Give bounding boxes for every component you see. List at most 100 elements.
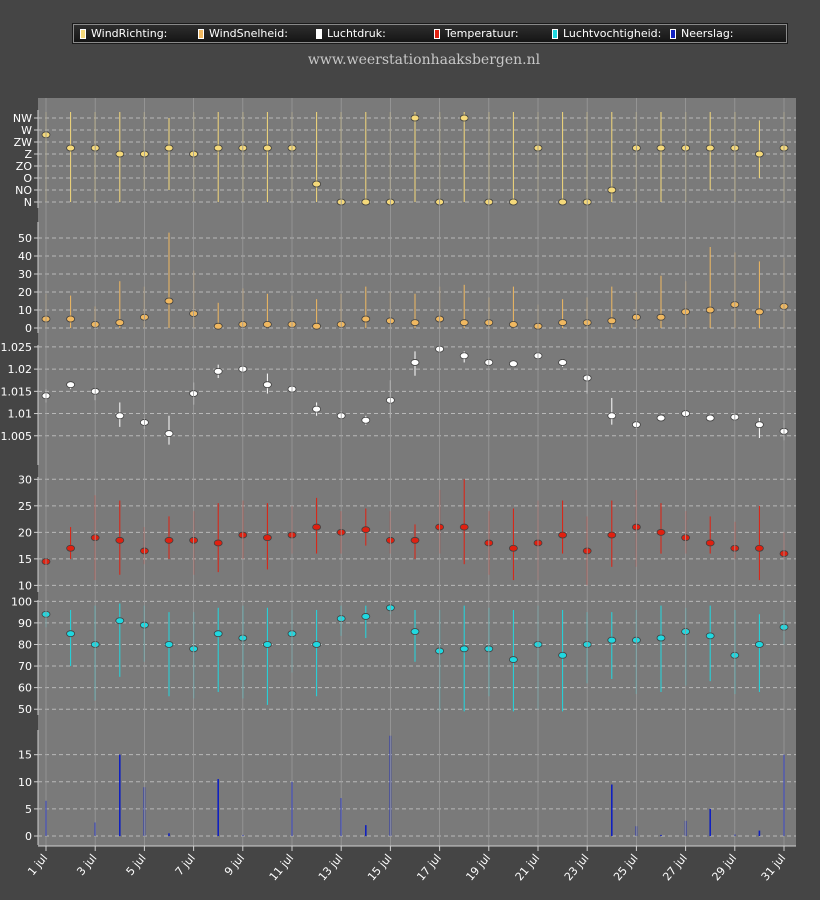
legend-label-wind-direction: WindRichting: — [91, 27, 168, 40]
legend-label-temperature: Temperatuur: — [445, 27, 519, 40]
y-tick-label-humidity: 100 — [11, 595, 32, 608]
y-tick-label-wind_speed: 20 — [18, 286, 32, 299]
y-tick-label-humidity: 90 — [18, 617, 32, 630]
data-point-pressure — [164, 430, 174, 437]
data-point-humidity — [213, 630, 223, 638]
data-point-pressure — [213, 367, 223, 375]
data-point-humidity — [607, 636, 617, 644]
x-tick-label: 15 jul — [365, 852, 395, 884]
data-point-temperature — [262, 534, 272, 542]
y-tick-label-wind_speed: 0 — [25, 322, 32, 335]
data-point-temperature — [558, 531, 567, 539]
data-point-wind_direction — [115, 150, 125, 158]
data-point-temperature — [213, 539, 223, 547]
data-point-pressure — [607, 412, 617, 420]
y-tick-label-pressure: 1.015 — [1, 385, 33, 398]
data-point-temperature — [705, 539, 715, 547]
data-point-temperature — [509, 544, 518, 552]
x-tick-label: 25 jul — [611, 852, 641, 884]
data-point-temperature — [410, 536, 420, 544]
data-point-pressure — [361, 416, 371, 424]
y-tick-label-wind_speed: 50 — [18, 232, 32, 245]
y-tick-label-precipitation: 15 — [18, 749, 32, 762]
plot-area — [38, 98, 796, 846]
data-point-pressure — [509, 360, 518, 368]
x-tick-label: 29 jul — [709, 852, 739, 884]
data-point-temperature — [656, 528, 666, 536]
data-point-wind_speed — [558, 319, 567, 327]
y-tick-label-wind_speed: 10 — [18, 304, 32, 317]
data-point-humidity — [312, 641, 322, 648]
data-point-temperature — [66, 544, 75, 552]
legend-swatch-pressure — [316, 28, 322, 39]
legend-label-pressure: Luchtdruk: — [327, 27, 386, 40]
y-tick-label-temperature: 25 — [18, 500, 32, 513]
data-point-humidity — [262, 641, 272, 648]
data-point-wind_direction — [410, 114, 420, 122]
y-tick-label-precipitation: 5 — [25, 803, 32, 816]
data-point-humidity — [459, 645, 469, 653]
data-point-wind_speed — [312, 322, 322, 330]
legend-swatch-humidity — [552, 28, 558, 39]
y-tick-label-wind_direction: ZO — [16, 160, 33, 173]
legend-label-humidity: Luchtvochtigheid: — [563, 27, 662, 40]
y-tick-label-humidity: 60 — [18, 682, 32, 695]
data-point-wind_speed — [262, 320, 272, 328]
data-point-humidity — [705, 632, 715, 640]
x-tick-label: 3 jul — [74, 852, 99, 878]
legend-swatch-wind-speed — [198, 28, 204, 39]
data-point-pressure — [410, 359, 420, 366]
legend-swatch-wind-direction — [80, 28, 86, 39]
data-point-humidity — [66, 630, 75, 638]
data-point-pressure — [558, 359, 567, 366]
y-tick-label-humidity: 50 — [18, 703, 32, 716]
data-point-wind_direction — [705, 144, 715, 152]
y-tick-label-pressure: 1.025 — [1, 341, 33, 354]
data-point-temperature — [164, 536, 174, 544]
data-point-wind_speed — [509, 320, 518, 328]
data-point-wind_speed — [115, 319, 125, 327]
data-point-humidity — [410, 628, 420, 635]
x-tick-label: 13 jul — [316, 852, 346, 884]
legend-item-pressure: Luchtdruk: — [316, 26, 386, 41]
y-tick-label-temperature: 10 — [18, 579, 32, 592]
data-point-wind_speed — [705, 306, 715, 314]
x-tick-label: 31 jul — [759, 852, 789, 884]
legend-label-wind-speed: WindSnelheid: — [209, 27, 288, 40]
data-point-temperature — [115, 536, 125, 544]
y-tick-label-precipitation: 10 — [18, 776, 32, 789]
y-tick-label-pressure: 1.005 — [1, 430, 33, 443]
x-tick-label: 7 jul — [173, 852, 198, 878]
x-tick-label: 23 jul — [562, 852, 592, 884]
y-tick-label-pressure: 1.02 — [8, 363, 33, 376]
data-point-wind_direction — [509, 198, 518, 206]
data-point-wind_speed — [755, 308, 764, 316]
data-point-wind_direction — [755, 150, 764, 158]
y-tick-label-temperature: 15 — [18, 553, 32, 566]
y-tick-label-wind_direction: NO — [15, 184, 32, 197]
data-point-humidity — [115, 617, 125, 625]
data-point-wind_direction — [558, 198, 567, 206]
y-tick-label-temperature: 30 — [18, 473, 32, 486]
data-point-wind_speed — [213, 322, 223, 330]
y-tick-label-wind_direction: O — [23, 172, 32, 185]
data-point-humidity — [361, 613, 371, 620]
x-tick-label: 11 jul — [267, 852, 297, 884]
site-title: www.weerstationhaaksbergen.nl — [307, 52, 541, 68]
data-point-humidity — [164, 641, 174, 648]
data-point-wind_direction — [459, 114, 469, 122]
y-tick-label-wind_direction: Z — [24, 148, 32, 161]
data-point-temperature — [607, 531, 617, 539]
data-point-wind_direction — [607, 186, 617, 194]
y-tick-label-wind_direction: W — [21, 124, 32, 137]
data-point-humidity — [558, 651, 567, 659]
data-point-pressure — [656, 414, 666, 422]
data-point-pressure — [262, 381, 272, 389]
y-tick-label-humidity: 70 — [18, 660, 32, 673]
y-tick-label-wind_direction: NW — [13, 112, 32, 125]
data-point-wind_direction — [213, 144, 223, 152]
y-tick-label-precipitation: 0 — [25, 830, 32, 843]
x-tick-label: 9 jul — [222, 852, 247, 878]
data-point-wind_direction — [361, 198, 371, 206]
